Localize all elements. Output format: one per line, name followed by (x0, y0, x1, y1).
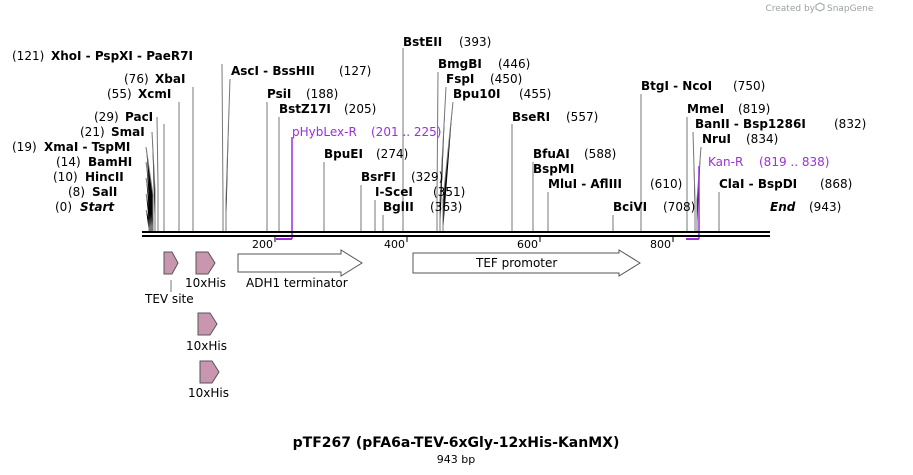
feature-label: 10xHis (185, 276, 226, 290)
site-name: SalI (92, 185, 117, 199)
feature-arrow-10xhis[interactable] (195, 251, 216, 275)
site-label[interactable]: NruI (834) (702, 132, 778, 146)
snapgene-logo (815, 2, 825, 12)
site-label[interactable]: (121) XhoI - PspXI - PaeR7I (12, 49, 193, 63)
tick-label: 800 (650, 238, 671, 251)
feature-label: ADH1 terminator (246, 276, 348, 290)
site-label[interactable]: BfuAI (588) (533, 147, 616, 161)
site-label[interactable]: MmeI (819) (687, 102, 770, 116)
feature-arrow-adh1-terminator[interactable] (237, 249, 363, 277)
cut-site-lines (145, 48, 720, 232)
site-label[interactable]: BsrFI (329) (361, 170, 443, 184)
site-label[interactable]: BanII - Bsp1286I (832) (695, 117, 866, 131)
tick-label: 400 (384, 238, 405, 251)
site-label[interactable]: BpuEI (274) (324, 147, 408, 161)
feature-arrow-10xhis[interactable] (199, 360, 220, 384)
site-label[interactable]: I-SceI (351) (375, 185, 465, 199)
site-label[interactable]: BstEII (393) (403, 35, 491, 49)
feature-arrow-tef-promoter[interactable] (412, 249, 641, 277)
site-label[interactable]: (8) SalI (68, 185, 117, 199)
end-marker: End (943) (770, 200, 841, 214)
restriction-sites: (8) SalI (10) HincII (14) BamHI (19) XmaI - … (12, 35, 866, 214)
site-pos: (8) (68, 185, 85, 199)
site-label[interactable]: (14) BamHI (56, 155, 132, 169)
site-label[interactable]: BstZ17I (205) (279, 102, 376, 116)
feature-label: TEF promoter (475, 256, 557, 270)
snapgene-icon (815, 2, 825, 12)
site-label[interactable]: (10) HincII (53, 170, 124, 184)
plasmid-length: 943 bp (437, 453, 475, 466)
site-label[interactable]: BmgBI (446) (438, 57, 530, 71)
site-label[interactable]: BtgI - NcoI (750) (641, 79, 765, 93)
site-label[interactable]: MluI - AflIII (610) (548, 177, 682, 191)
primers: pHybLex-R (201 .. 225) Kan-R (819 .. 838) (276, 125, 829, 240)
feature-arrow-tev-site[interactable] (163, 251, 179, 275)
feature-label: TEV site (144, 292, 194, 306)
site-label[interactable]: (55) XcmI (107, 87, 171, 101)
site-label[interactable]: AscI - BssHII (127) (231, 64, 371, 78)
tick-label: 200 (252, 238, 273, 251)
site-label[interactable]: FspI (450) (446, 72, 522, 86)
plasmid-title: pTF267 (pFA6a-TEV-6xGly-12xHis-KanMX) (293, 435, 620, 451)
site-label[interactable]: ClaI - BspDI (868) (719, 177, 852, 191)
site-label[interactable]: Bpu10I (455) (453, 87, 551, 101)
start-marker: (0) Start (55, 200, 115, 214)
feature-label: 10xHis (186, 339, 227, 353)
site-label[interactable]: (21) SmaI (80, 125, 145, 139)
tick-label: 600 (517, 238, 538, 251)
feature-arrow-10xhis[interactable] (197, 312, 218, 336)
dna-backbone: 200 400 600 800 (142, 231, 770, 251)
site-label[interactable]: (29) PacI (94, 110, 153, 124)
features: TEV site 10xHis 10xHis 10xHis ADH1 termi… (144, 249, 641, 400)
primer-label-phyblex-r[interactable]: pHybLex-R (201 .. 225) (292, 125, 441, 139)
site-label[interactable]: BspMI (533, 162, 574, 176)
primer-label-kan-r[interactable]: Kan-R (819 .. 838) (708, 155, 829, 169)
site-label[interactable]: (76) XbaI (124, 72, 185, 86)
credit-brand: SnapGene (827, 4, 874, 14)
feature-label: 10xHis (188, 386, 229, 400)
site-label[interactable]: BglII (363) (383, 200, 462, 214)
site-label[interactable]: PsiI (188) (267, 87, 338, 101)
site-label[interactable]: BseRI (557) (512, 110, 598, 124)
site-label[interactable]: BciVI (708) (613, 200, 695, 214)
credit-text: Created by (765, 4, 815, 14)
site-label[interactable]: (19) XmaI - TspMI (12, 140, 130, 154)
